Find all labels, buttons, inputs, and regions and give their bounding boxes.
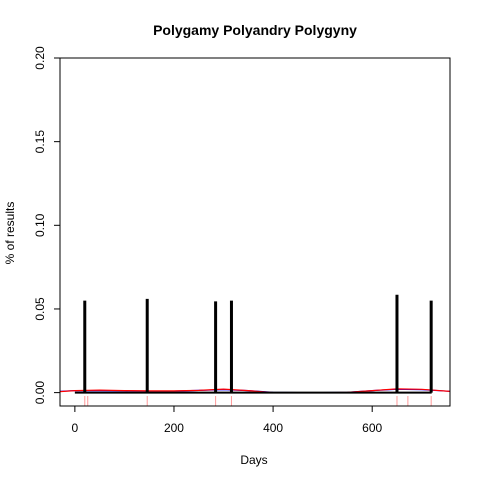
axes: 0 200 400 600 0.00 0.05 0.10 0.15 0.20 [33,46,451,435]
x-tick-label: 600 [362,421,382,435]
y-tick-label: 0.10 [33,213,47,237]
x-tick-label: 200 [164,421,184,435]
smoothed-line [60,388,450,394]
x-tick-label: 0 [72,421,79,435]
x-tick-label: 400 [263,421,283,435]
y-axis-label: % of results [3,202,17,265]
x-axis-label: Days [240,453,267,467]
y-tick-label: 0.15 [33,130,47,154]
y-tick-label: 0.00 [33,381,47,405]
y-tick-label: 0.05 [33,297,47,321]
plot-area [60,294,450,406]
plot-frame [59,57,451,407]
chart-title: Polygamy Polyandry Polygyny [153,22,357,38]
y-tick-label: 0.20 [33,46,47,70]
